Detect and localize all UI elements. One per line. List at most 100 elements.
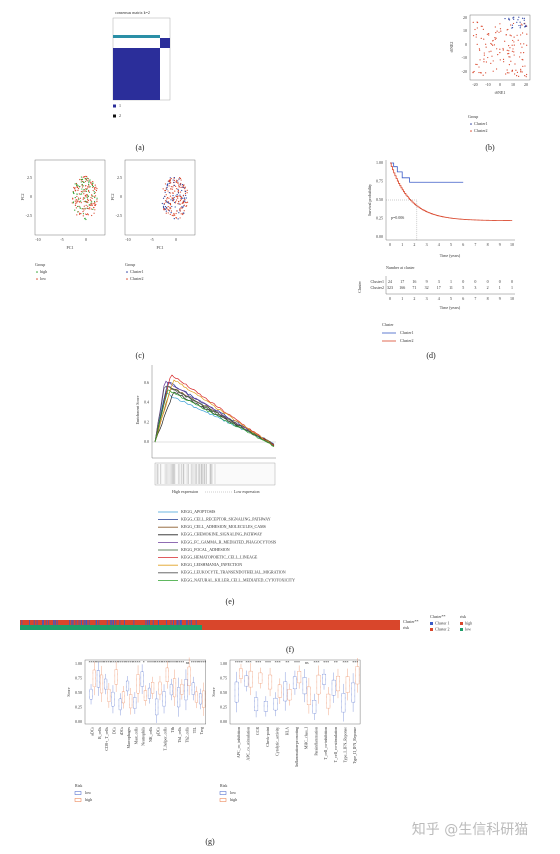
enrichment-curve: [154, 386, 275, 446]
box: [133, 697, 137, 709]
x-tick-label: Inflammation-promoting: [294, 727, 299, 767]
heatmap-cell: [83, 620, 85, 625]
box: [173, 678, 177, 698]
point: [86, 188, 88, 190]
point: [516, 21, 518, 23]
x-tick-label: 6: [462, 296, 464, 301]
point: [497, 54, 499, 56]
point: [87, 207, 89, 210]
point: [526, 73, 528, 76]
point: [82, 198, 84, 200]
point: [521, 24, 523, 26]
legend-label: KEGG_CELL_RECEPTOR_SIGNALING_PATHWAY: [181, 517, 271, 522]
point: [87, 178, 89, 180]
x-tick-label: Th2_cells: [184, 727, 189, 743]
point: [169, 182, 171, 184]
x-axis-label: PC1: [157, 245, 164, 250]
point: [520, 43, 522, 45]
point: [523, 23, 525, 25]
risk-count: 0: [462, 279, 464, 284]
point: [496, 30, 498, 32]
x-tick-label: 7: [474, 296, 476, 301]
heatmap-block-small: [160, 38, 170, 48]
x-tick-label: 10: [511, 82, 515, 87]
point: [94, 196, 96, 199]
point: [169, 179, 171, 181]
plot-frame: [34, 159, 106, 236]
point: [169, 177, 171, 179]
point: [78, 193, 80, 195]
y-tick-label: 1.00: [220, 661, 227, 666]
point: [77, 185, 79, 187]
point: [492, 70, 494, 72]
point: [180, 179, 182, 181]
point: [513, 51, 515, 53]
heatmap-cell: [152, 620, 154, 625]
heatmap-cell: [29, 620, 30, 625]
y-tick-label: -20: [462, 69, 467, 74]
y-tick-label: -2.5: [116, 213, 122, 218]
box: [234, 681, 239, 703]
point: [85, 178, 88, 180]
point: [496, 48, 498, 50]
point: [175, 201, 177, 203]
point: [517, 19, 519, 21]
point: [509, 34, 511, 36]
significance: ***: [275, 660, 281, 665]
box: [297, 671, 302, 684]
y-axis-label: PC2: [20, 194, 25, 201]
point: [505, 34, 507, 36]
point: [93, 206, 95, 209]
point: [169, 213, 171, 215]
point: [182, 206, 184, 208]
point: [517, 39, 519, 41]
point: [172, 192, 174, 194]
significance: ***: [246, 660, 252, 665]
heatmap-row: [20, 625, 202, 630]
box: [162, 691, 166, 707]
risk-count: 11: [449, 285, 453, 290]
legend-label: Cluster2: [130, 276, 144, 281]
point: [82, 191, 84, 193]
heatmap-cell: [148, 620, 150, 625]
point: [91, 183, 93, 186]
point: [163, 202, 165, 205]
point: [179, 210, 181, 212]
point: [178, 212, 180, 214]
point: [79, 207, 81, 209]
point: [478, 48, 480, 50]
legend-title: Risk: [220, 783, 227, 788]
heatmap-cell: [178, 620, 180, 625]
box: [244, 675, 249, 687]
point: [186, 189, 188, 191]
point: [81, 208, 83, 210]
point: [169, 195, 172, 197]
point: [487, 56, 489, 59]
y-tick-label: 0: [120, 194, 122, 199]
point: [91, 195, 93, 197]
point: [513, 36, 515, 38]
point: [488, 34, 490, 36]
point: [85, 179, 87, 181]
x-tick-label: 9: [499, 296, 501, 301]
risk-count: 1: [511, 285, 513, 290]
risk-count: 1: [499, 285, 501, 290]
point: [76, 214, 78, 216]
point: [180, 196, 182, 198]
point: [165, 201, 167, 203]
y-tick-label: -10: [462, 55, 467, 60]
y-tick-label: 0.00: [220, 719, 227, 724]
point: [72, 202, 74, 204]
point: [87, 214, 89, 216]
point: [162, 188, 164, 190]
point: [508, 72, 510, 74]
point: [83, 181, 85, 183]
box: [326, 693, 331, 709]
point: [526, 33, 528, 35]
box: [351, 682, 356, 703]
legend-title: risk: [460, 614, 466, 619]
heatmap-cell: [33, 620, 35, 625]
point: [169, 179, 171, 182]
point: [179, 176, 181, 179]
